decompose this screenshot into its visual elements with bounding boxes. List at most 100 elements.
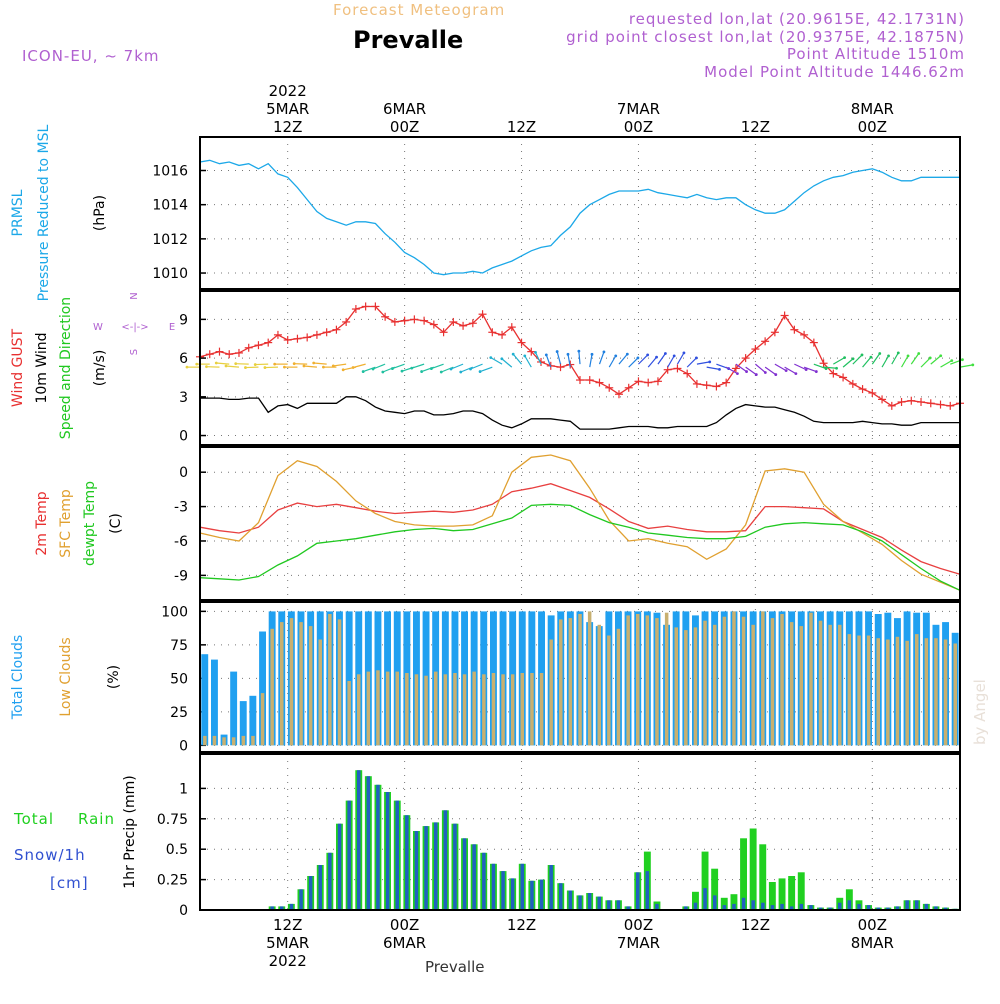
- wind-arrow-head: [971, 363, 974, 366]
- y-tick-label: 1010: [152, 266, 188, 282]
- y-tick-label: 1: [179, 781, 188, 797]
- wind-arrow: [833, 358, 844, 365]
- bar: [761, 611, 765, 745]
- bar: [396, 672, 400, 746]
- bar: [944, 640, 948, 746]
- wind-arrow: [502, 359, 512, 367]
- wind-arrow-head: [745, 370, 748, 373]
- wind-arrow: [226, 366, 239, 367]
- wind-arrow-head: [545, 354, 548, 357]
- y-tick-label: 1014: [152, 198, 188, 214]
- bar: [367, 776, 371, 910]
- bar: [319, 865, 323, 910]
- wind-arrow-head: [764, 371, 767, 374]
- bar: [463, 674, 467, 745]
- wind-arrow-head: [835, 367, 838, 370]
- wind-arrow-head: [283, 366, 286, 369]
- bottom-time-label: 8MAR: [851, 934, 894, 952]
- bar: [559, 619, 563, 745]
- bar: [347, 801, 351, 910]
- bar: [588, 893, 592, 910]
- bar: [415, 674, 419, 745]
- wind-arrow: [629, 358, 638, 367]
- bar: [607, 900, 611, 910]
- bar: [319, 640, 323, 746]
- point-altitude: Point Altitude 1510m: [787, 45, 965, 63]
- y-tick-label: 1012: [152, 232, 188, 248]
- wind-arrow: [697, 362, 710, 364]
- bar: [800, 626, 804, 745]
- bar: [877, 638, 881, 745]
- bar: [511, 878, 515, 910]
- wind-arrow-head: [755, 373, 758, 376]
- wind-arrow-head: [410, 367, 413, 370]
- bottom-time-label: 00Z: [390, 916, 419, 934]
- wind-arrow-head: [897, 351, 900, 354]
- bar: [472, 672, 476, 746]
- wind-arrow-head: [683, 351, 686, 354]
- bar: [453, 673, 457, 745]
- bar: [444, 810, 448, 910]
- footer-title: Prevalle: [425, 958, 484, 976]
- bar: [386, 792, 390, 910]
- wind-arrow-head: [469, 368, 472, 371]
- y-axis-label: Speed and Direction: [58, 297, 74, 439]
- bar: [530, 881, 534, 910]
- wind-arrow-head: [342, 368, 345, 371]
- wind-arrow-head: [939, 354, 942, 357]
- bar: [280, 622, 284, 745]
- bar: [492, 864, 496, 910]
- wind-arrow-head: [785, 369, 788, 372]
- wind-arrow-head: [852, 357, 855, 360]
- bar: [290, 618, 294, 745]
- bar: [357, 770, 361, 910]
- wind-arrow: [843, 359, 853, 367]
- bar: [751, 900, 755, 910]
- wind-arrow-head: [591, 353, 594, 356]
- bar: [299, 622, 303, 745]
- bar: [242, 736, 246, 745]
- bar: [684, 630, 688, 745]
- bottom-time-label: 6MAR: [383, 934, 426, 952]
- y-axis-label: Low Clouds: [58, 637, 74, 716]
- bar: [328, 614, 332, 745]
- bar: [376, 785, 380, 910]
- bar: [790, 622, 794, 745]
- wind-arrow: [892, 353, 899, 364]
- bar: [905, 900, 909, 910]
- wind-arrow-head: [961, 358, 964, 361]
- wind-arrow-head: [420, 370, 423, 373]
- wind-arrow: [619, 354, 627, 364]
- panel-frame: [200, 291, 960, 445]
- bar: [367, 672, 371, 746]
- wind-arrow-head: [907, 354, 910, 357]
- bar: [424, 826, 428, 910]
- bar: [607, 636, 611, 746]
- wind-arrow: [513, 354, 521, 364]
- wind-arrow-head: [577, 350, 580, 353]
- compass-cross-h: <-|->: [121, 322, 148, 333]
- wind-arrow-head: [815, 370, 818, 373]
- bar: [857, 636, 861, 746]
- bar: [646, 871, 650, 910]
- bar: [309, 626, 313, 745]
- compass-w: W: [93, 322, 103, 333]
- wind-arrow: [677, 353, 684, 364]
- wind-arrow-head: [718, 368, 721, 371]
- bar: [703, 621, 707, 746]
- y-tick-label: 9: [179, 312, 188, 328]
- y-tick-label: 0: [179, 465, 188, 481]
- compass-n: N: [129, 292, 140, 299]
- bar: [434, 822, 438, 910]
- wind-arrow-head: [794, 372, 797, 375]
- y-tick-label: 50: [170, 671, 188, 687]
- y-axis-label: 10m Wind: [34, 332, 50, 403]
- top-time-label: 12Z: [273, 118, 302, 136]
- bar: [819, 621, 823, 746]
- wind-arrow: [451, 364, 463, 369]
